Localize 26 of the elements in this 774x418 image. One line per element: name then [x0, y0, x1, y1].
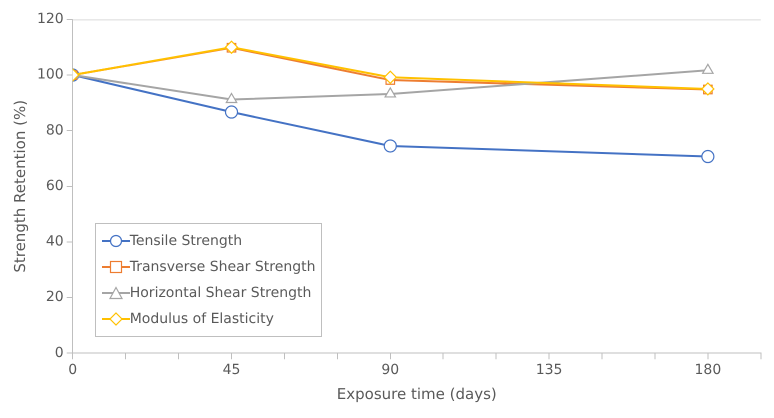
y-tick-label: 0 — [54, 344, 64, 361]
point — [384, 70, 397, 84]
y-axis-title: Strength Retention (%) — [10, 100, 29, 273]
x-tick-label: 180 — [694, 362, 722, 378]
point — [701, 82, 714, 96]
point — [384, 87, 396, 98]
legend-label: Modulus of Elasticity — [130, 311, 274, 328]
y-tick-label: 20 — [46, 289, 64, 306]
point — [702, 64, 714, 74]
point — [384, 139, 397, 153]
x-tick-label: 0 — [68, 362, 78, 378]
x-tick-label: 90 — [381, 362, 400, 378]
x-axis-title: Exposure time (days) — [336, 384, 497, 403]
y-tick-label: 60 — [46, 178, 64, 194]
point — [224, 105, 238, 119]
legend-label: Transverse Shear Strength — [130, 259, 316, 276]
x-tick-label: 45 — [222, 362, 240, 378]
legend-label: Tensile Strength — [130, 233, 242, 250]
y-tick-label: 120 — [36, 11, 64, 28]
y-tick-label: 100 — [36, 66, 64, 83]
legend-label: Horizontal Shear Strength — [130, 285, 312, 302]
y-tick-label: 80 — [46, 122, 64, 138]
point — [701, 150, 714, 164]
point — [226, 92, 238, 104]
x-tick-label: 135 — [536, 362, 562, 378]
y-tick-label: 40 — [46, 234, 64, 250]
